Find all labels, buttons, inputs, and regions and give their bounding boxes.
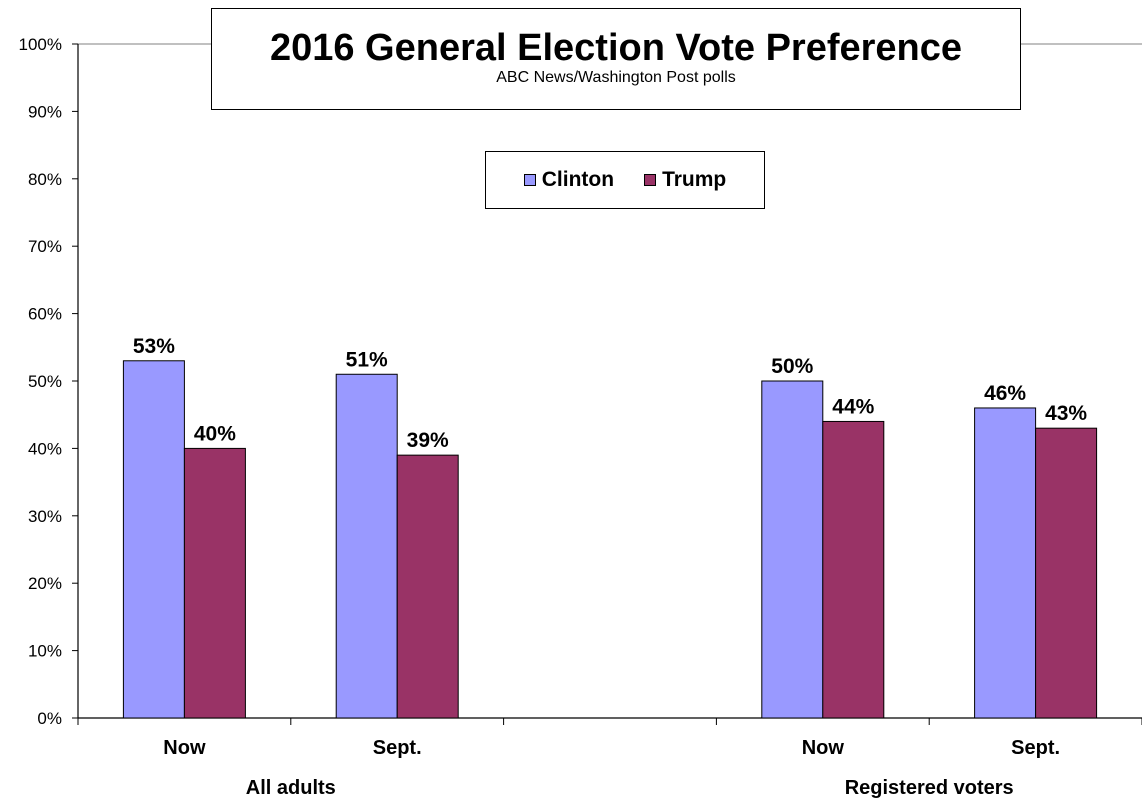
- category-label: Sept.: [1011, 737, 1060, 759]
- y-tick-label: 40%: [28, 439, 62, 458]
- y-tick-label: 100%: [19, 35, 62, 54]
- legend-item-trump: Trump: [644, 168, 726, 192]
- y-tick-label: 70%: [28, 237, 62, 256]
- chart-subtitle: ABC News/Washington Post polls: [496, 69, 736, 86]
- data-label-clinton: 50%: [771, 355, 813, 378]
- y-tick-label: 50%: [28, 372, 62, 391]
- group-label: Registered voters: [845, 777, 1014, 799]
- y-tick-label: 80%: [28, 170, 62, 189]
- legend-swatch-clinton: [523, 174, 536, 186]
- legend-label-clinton: Clinton: [541, 168, 615, 191]
- group-label: All adults: [246, 777, 336, 799]
- bar-trump: [1035, 427, 1098, 719]
- bar-clinton: [974, 407, 1037, 719]
- data-label-trump: 44%: [832, 395, 874, 418]
- legend-item-clinton: Clinton: [523, 168, 615, 192]
- legend-label-trump: Trump: [662, 168, 727, 191]
- y-tick-label: 60%: [28, 305, 62, 324]
- data-label-trump: 39%: [407, 429, 449, 452]
- data-label-clinton: 46%: [984, 382, 1026, 405]
- category-label: Now: [802, 737, 845, 759]
- legend: Clinton Trump: [485, 151, 765, 209]
- chart-title: 2016 General Election Vote Preference: [269, 27, 963, 69]
- bar-clinton: [122, 360, 185, 719]
- y-tick-label: 90%: [28, 102, 62, 121]
- data-label-clinton: 53%: [133, 335, 175, 358]
- y-tick-label: 20%: [28, 574, 62, 593]
- data-label-trump: 40%: [194, 422, 236, 445]
- data-label-clinton: 51%: [346, 348, 388, 371]
- bar-clinton: [335, 373, 398, 719]
- data-label-trump: 43%: [1045, 402, 1087, 425]
- y-tick-label: 10%: [28, 642, 62, 661]
- category-label: Now: [163, 737, 206, 759]
- y-tick-label: 0%: [37, 709, 62, 728]
- bar-clinton: [761, 380, 824, 719]
- bar-trump: [822, 420, 885, 719]
- chart-title-box: 2016 General Election Vote Preference AB…: [211, 8, 1021, 110]
- bar-trump: [396, 454, 459, 719]
- y-tick-label: 30%: [28, 507, 62, 526]
- category-label: Sept.: [373, 737, 422, 759]
- bar-trump: [183, 447, 246, 719]
- legend-swatch-trump: [644, 174, 657, 186]
